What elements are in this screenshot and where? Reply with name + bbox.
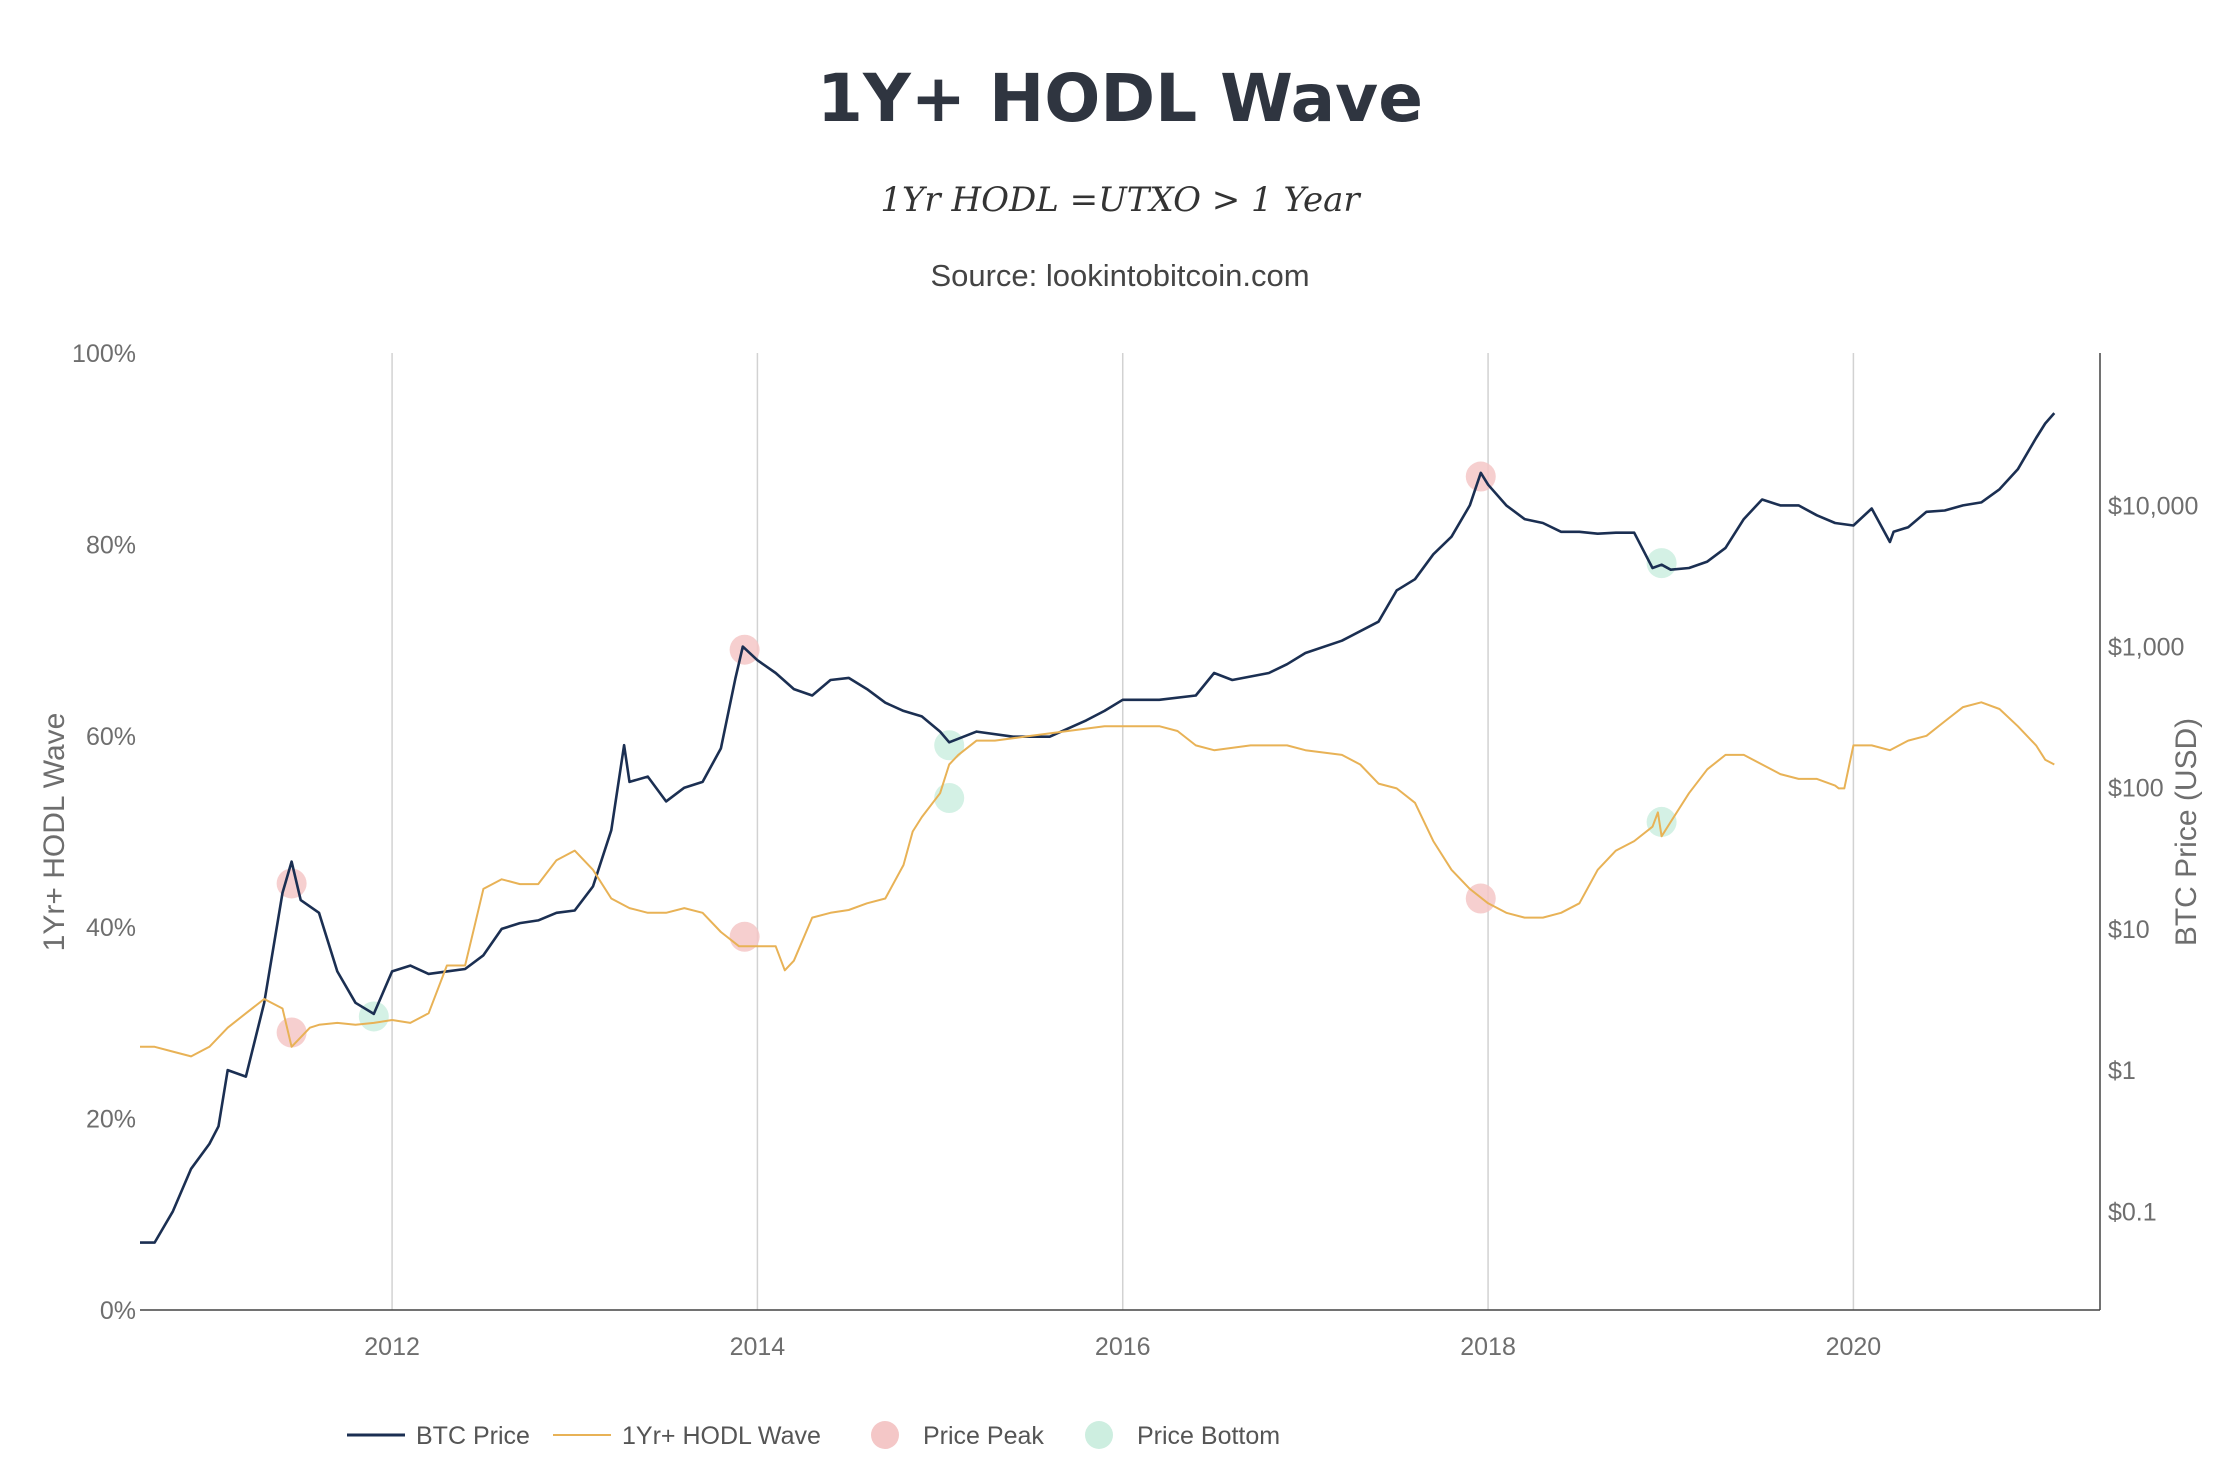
x-tick-label-2018: 2018 bbox=[1460, 1333, 1516, 1361]
y-right-tick-label-2: $10 bbox=[2108, 916, 2150, 944]
legend-label-btc-price: BTC Price bbox=[416, 1422, 530, 1450]
axes bbox=[140, 353, 2101, 1311]
y-left-axis-title: 1Yr+ HODL Wave bbox=[38, 713, 71, 952]
y-right-tick-label-0: $0.1 bbox=[2108, 1198, 2157, 1226]
y-left-tick-label-60: 60% bbox=[86, 723, 136, 751]
x-ticks: 2012 2014 2016 2018 2020 bbox=[364, 1333, 1881, 1361]
series-layer bbox=[140, 412, 2056, 1244]
y-right-axis-title: BTC Price (USD) bbox=[2170, 718, 2203, 946]
gridlines bbox=[391, 353, 1855, 1310]
chart-source: Source: lookintobitcoin.com bbox=[930, 258, 1310, 293]
y-right-tick-label-5: $10,000 bbox=[2108, 492, 2198, 520]
marker-layer bbox=[276, 461, 1677, 1048]
x-tick-label-2016: 2016 bbox=[1095, 1333, 1151, 1361]
price-bottom-marker-0 bbox=[358, 1001, 389, 1032]
x-tick-label-2012: 2012 bbox=[364, 1333, 420, 1361]
x-tick-label-2014: 2014 bbox=[730, 1333, 786, 1361]
y-right-tick-label-3: $100 bbox=[2108, 775, 2164, 803]
x-tick-label-2020: 2020 bbox=[1826, 1333, 1882, 1361]
legend: BTC Price 1Yr+ HODL Wave Price Peak Pric… bbox=[347, 1421, 1280, 1450]
y-left-tick-label-100: 100% bbox=[72, 340, 136, 368]
btc-price-line bbox=[140, 412, 2056, 1244]
chart-title: 1Y+ HODL Wave bbox=[817, 60, 1423, 137]
price-bottom-marker-4 bbox=[1646, 806, 1677, 837]
y-left-tick-label-80: 80% bbox=[86, 531, 136, 559]
legend-label-price-peak: Price Peak bbox=[923, 1422, 1044, 1450]
legend-label-price-bottom: Price Bottom bbox=[1137, 1422, 1280, 1450]
price-bottom-marker-2 bbox=[934, 783, 965, 814]
y-right-ticks: $0.1 $1 $10 $100 $1,000 $10,000 bbox=[2108, 492, 2198, 1226]
chart-subtitle: 1Yr HODL =UTXO > 1 Year bbox=[880, 180, 1360, 220]
1yr-hodl-wave-line bbox=[140, 701, 2055, 1058]
price-bottom-marker-3 bbox=[1646, 548, 1677, 579]
legend-label-hodl-wave: 1Yr+ HODL Wave bbox=[622, 1422, 821, 1450]
legend-swatch-price-peak bbox=[871, 1421, 899, 1449]
y-right-tick-label-4: $1,000 bbox=[2108, 634, 2184, 662]
price-bottom-marker-1 bbox=[934, 730, 965, 761]
y-left-tick-label-0: 0% bbox=[100, 1297, 136, 1325]
y-right-tick-label-1: $1 bbox=[2108, 1057, 2136, 1085]
y-left-tick-label-20: 20% bbox=[86, 1106, 136, 1134]
y-left-ticks: 0% 20% 40% 60% 80% 100% bbox=[72, 340, 136, 1325]
legend-swatch-price-bottom bbox=[1085, 1421, 1113, 1449]
y-left-tick-label-40: 40% bbox=[86, 914, 136, 942]
